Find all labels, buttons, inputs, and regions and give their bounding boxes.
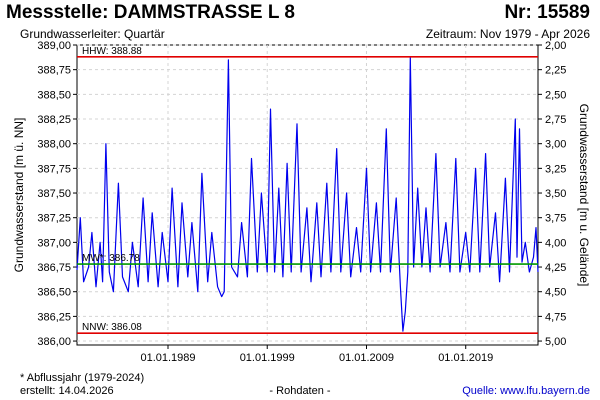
page-title: Messstelle: DAMMSTRASSE L 8 [6, 2, 295, 23]
x-tick-label: 01.01.1999 [240, 352, 295, 364]
groundwater-series-line [76, 56, 539, 332]
y2-tick-label: 4,50 [545, 287, 566, 299]
reference-line-label: NNW: 386.08 [82, 322, 142, 333]
y-tick-label: 387,50 [37, 188, 71, 200]
footnote: * Abflussjahr (1979-2024) [20, 372, 145, 384]
reference-line-label: HHW: 388.88 [82, 46, 142, 57]
y-tick-label: 386,50 [37, 287, 71, 299]
x-tick-label: 01.01.2019 [438, 352, 493, 364]
y2-axis-title: Grundwasserstand [m u. Gelände] [577, 104, 591, 287]
y2-tick-label: 4,75 [545, 311, 566, 323]
y2-tick-label: 2,75 [545, 114, 566, 126]
source-link[interactable]: Quelle: www.lfu.bayern.de [462, 385, 590, 397]
y2-tick-label: 2,50 [545, 89, 566, 101]
y2-tick-label: 2,00 [545, 40, 566, 52]
y-tick-label: 387,25 [37, 213, 71, 225]
y2-tick-label: 2,25 [545, 65, 566, 77]
y-tick-label: 388,75 [37, 65, 71, 77]
y-tick-label: 387,00 [37, 237, 71, 249]
y-tick-label: 386,25 [37, 311, 71, 323]
y-tick-label: 388,25 [37, 114, 71, 126]
y-tick-label: 387,75 [37, 163, 71, 175]
station-number: Nr: 15589 [504, 2, 590, 23]
reference-line-label: MW*: 386.78 [82, 253, 140, 264]
y-tick-label: 388,50 [37, 89, 71, 101]
y-tick-label: 389,00 [37, 40, 71, 52]
y2-tick-label: 4,25 [545, 262, 566, 274]
y2-tick-label: 5,00 [545, 336, 566, 348]
y2-tick-label: 3,25 [545, 163, 566, 175]
y2-tick-label: 4,00 [545, 237, 566, 249]
created-date: erstellt: 14.04.2026 [20, 385, 114, 397]
y-tick-label: 386,00 [37, 336, 71, 348]
plot-area [76, 44, 539, 346]
y-axis-title: Grundwasserstand [m ü. NN] [12, 118, 26, 273]
y-tick-label: 386,75 [37, 262, 71, 274]
x-tick-label: 01.01.2009 [339, 352, 394, 364]
y2-tick-label: 3,75 [545, 213, 566, 225]
y-tick-label: 388,00 [37, 139, 71, 151]
y2-tick-label: 3,50 [545, 188, 566, 200]
rawdata-label: - Rohdaten - [269, 385, 331, 397]
aquifer-label: Grundwasserleiter: Quartär [20, 27, 165, 41]
y2-tick-label: 3,00 [545, 139, 566, 151]
period-label: Zeitraum: Nov 1979 - Apr 2026 [425, 27, 590, 41]
x-tick-label: 01.01.1989 [140, 352, 195, 364]
